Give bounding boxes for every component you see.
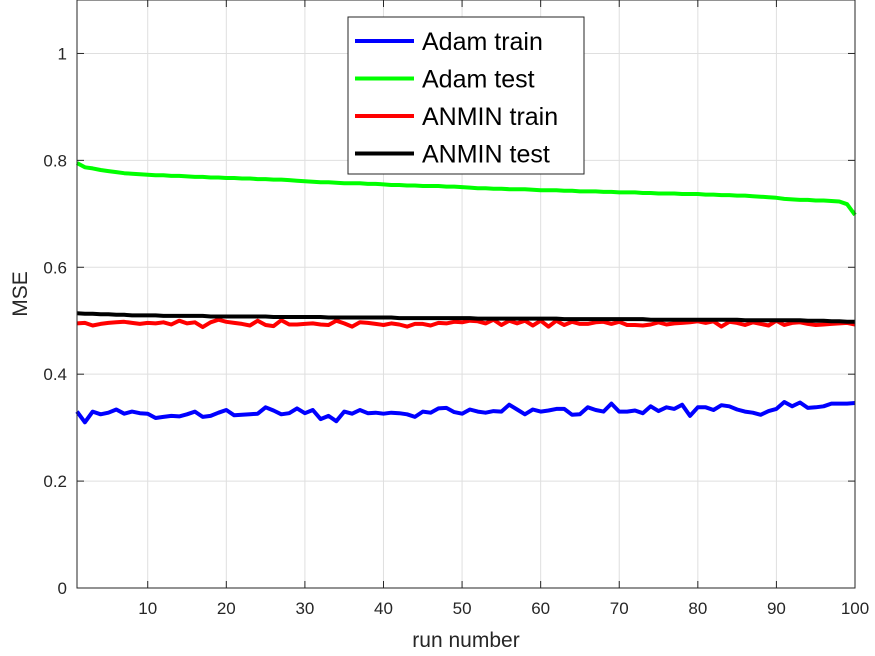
axis-ticks: 10 20 30 40 50 60 70 80 90 100 0 0.2 0.4 0.6 0.8 1 [43, 0, 869, 618]
y-tick-label: 0.8 [43, 151, 67, 170]
y-tick-label: 0.6 [43, 258, 67, 277]
series-line-anmin-train [76, 317, 856, 330]
series-line-adam-train [75, 400, 856, 425]
y-tick-label: 0.4 [43, 365, 67, 384]
x-tick-label: 20 [217, 599, 236, 618]
legend-label: Adam train [422, 28, 543, 56]
y-tick-label: 0.2 [43, 472, 67, 491]
y-axis-label: MSE [9, 271, 32, 317]
x-tick-label: 10 [138, 599, 157, 618]
series-lines [75, 161, 857, 425]
legend-label: ANMIN test [422, 141, 550, 169]
legend: Adam train Adam test ANMIN train ANMIN test [347, 16, 585, 175]
series-line-anmin-test [76, 311, 855, 324]
plot-frame [76, 0, 856, 589]
x-tick-label: 80 [688, 599, 707, 618]
y-tick-label: 0 [58, 579, 67, 598]
x-tick-label: 60 [531, 599, 550, 618]
series-line-adam-test [76, 161, 857, 217]
x-tick-label: 90 [767, 599, 786, 618]
x-tick-label: 50 [453, 599, 472, 618]
x-tick-label: 30 [295, 599, 314, 618]
x-tick-label: 100 [841, 599, 869, 618]
x-tick-label: 70 [610, 599, 629, 618]
y-tick-label: 1 [58, 44, 67, 63]
legend-label: ANMIN train [422, 103, 558, 131]
x-axis-label: run number [412, 629, 519, 652]
legend-label: Adam test [422, 66, 535, 94]
x-tick-label: 40 [374, 599, 393, 618]
legend-box [347, 16, 585, 175]
